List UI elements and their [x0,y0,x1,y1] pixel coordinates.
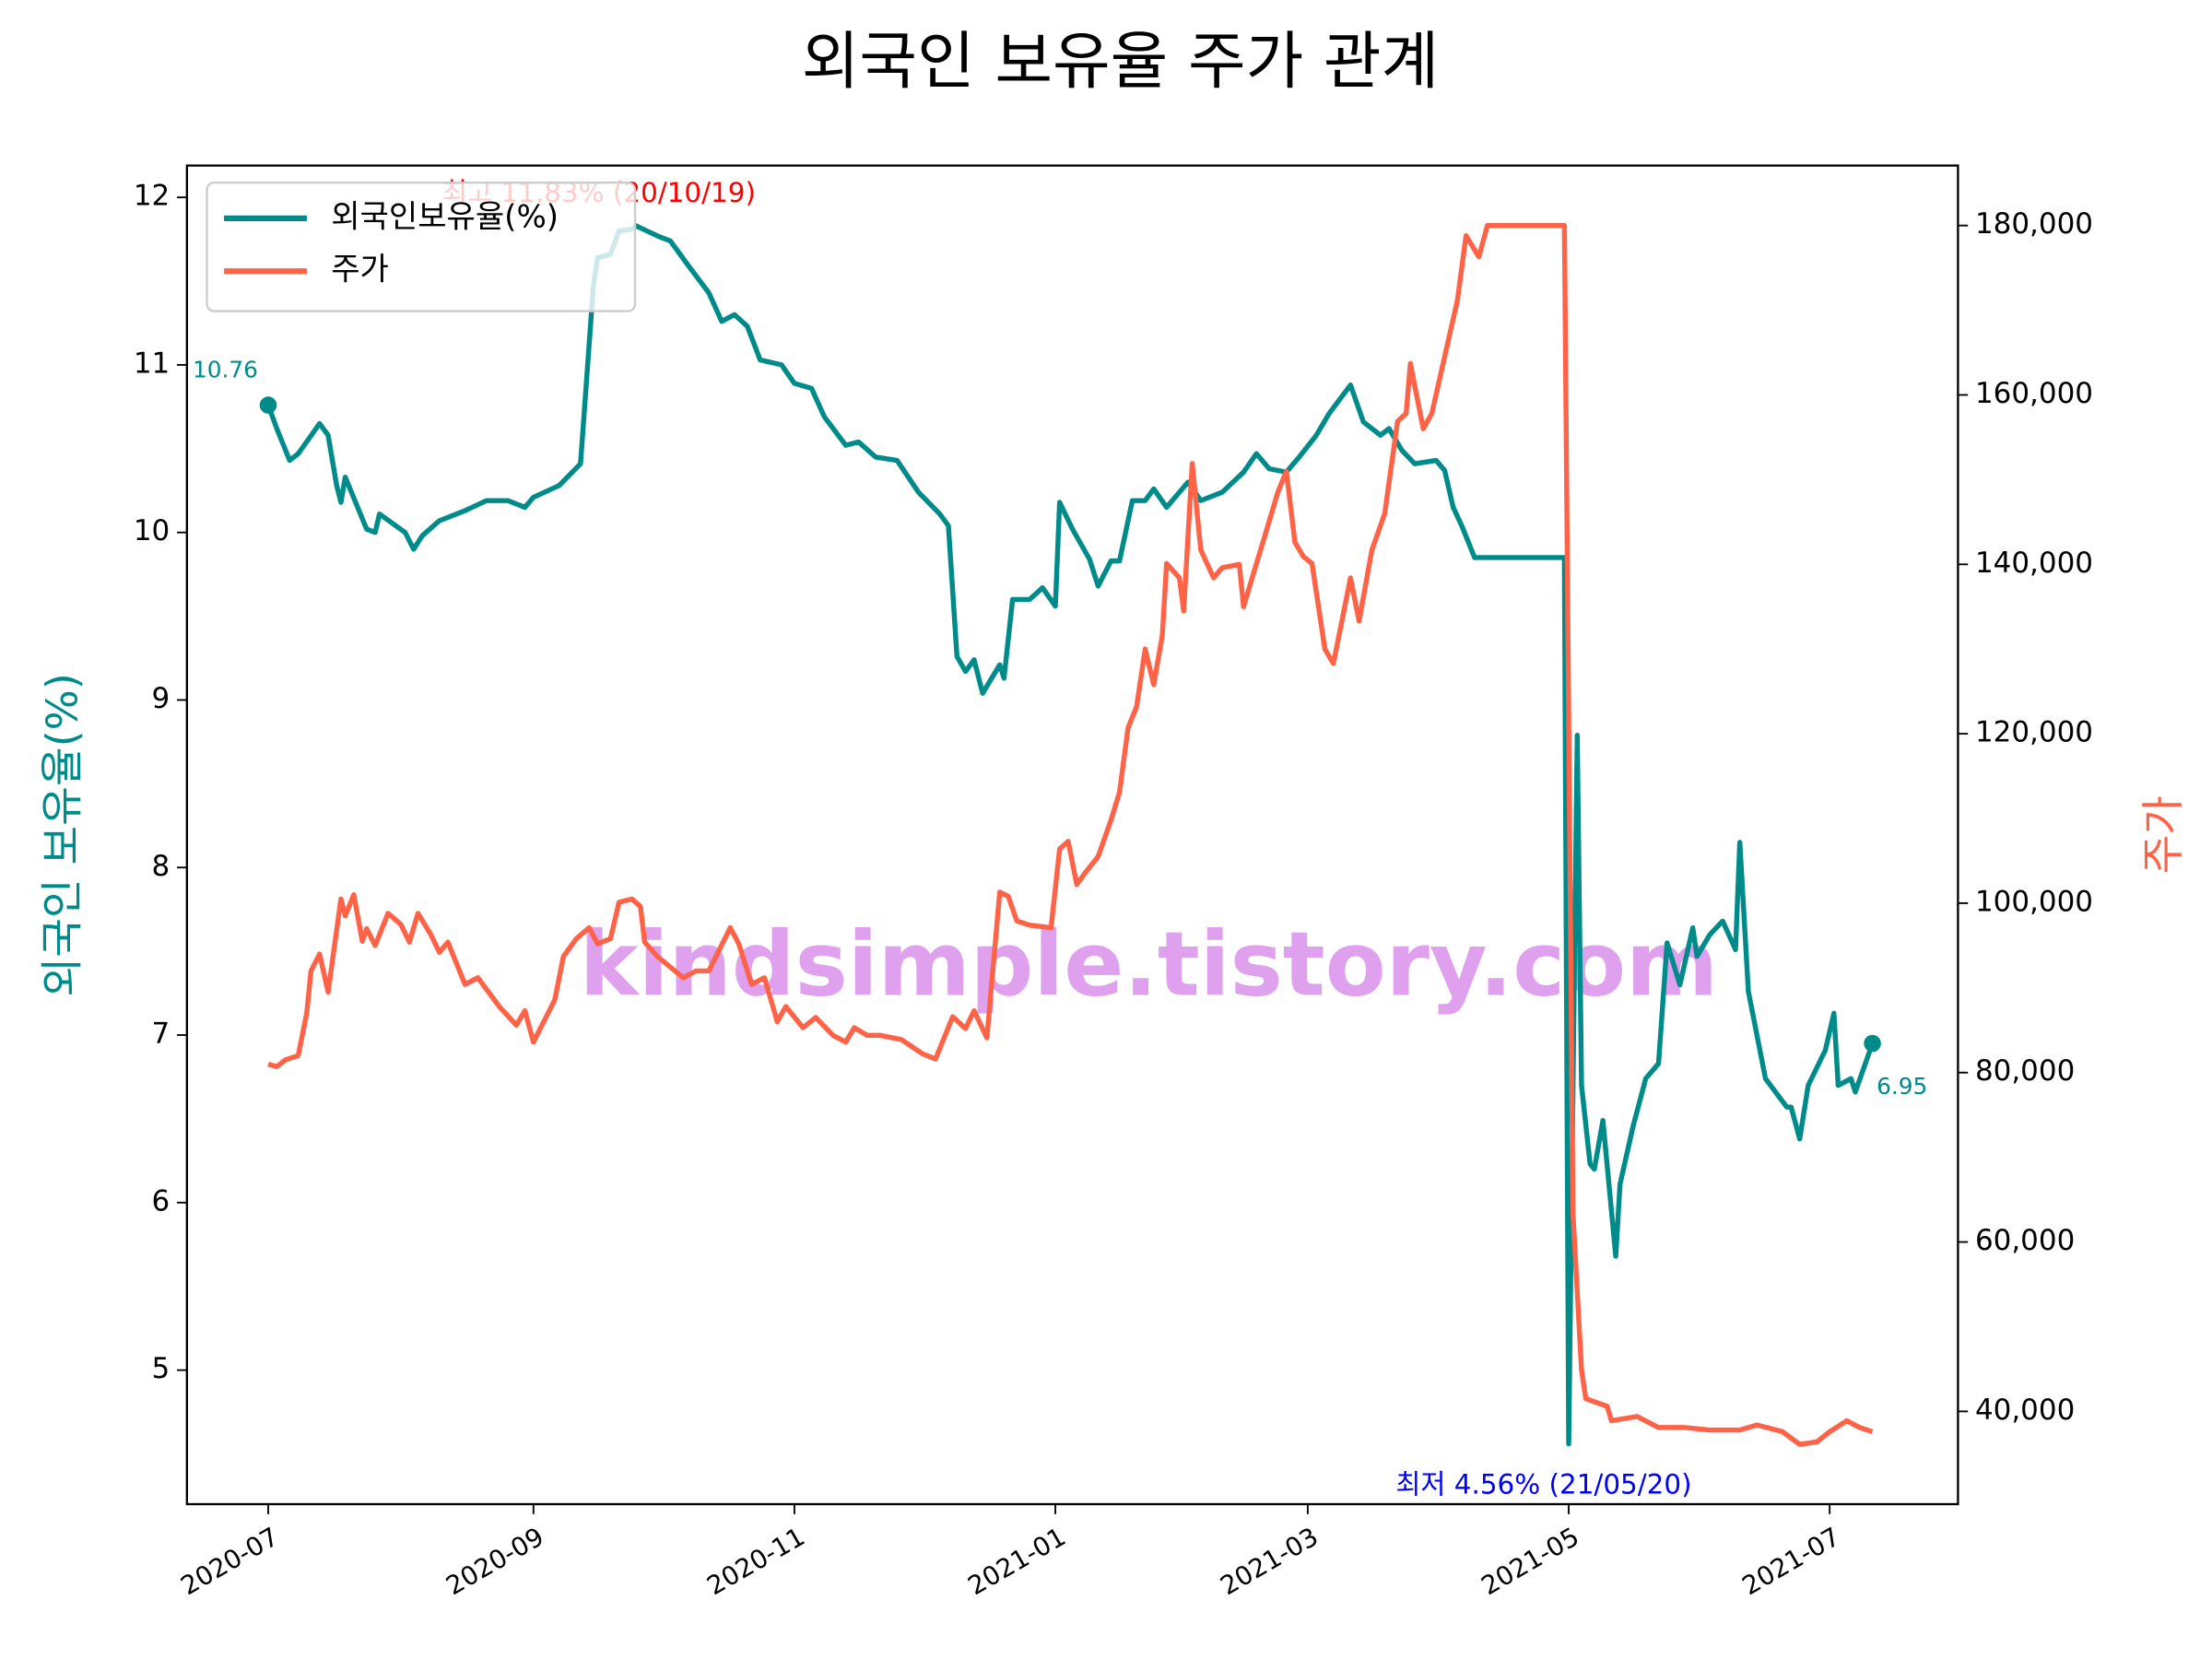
annotation: 10.76 [193,357,258,383]
plot-frame [185,164,1959,1506]
y2-tick-label: 80,000 [1975,1054,2075,1088]
y2-tick-label: 180,000 [1975,207,2093,241]
chart-title: 외국인 보유율 주가 관계 [802,26,1440,99]
y-axis-label: 외국인 보유율(%) [38,673,88,996]
y2-tick-label: 100,000 [1975,885,2093,918]
y2-tick-label: 160,000 [1975,377,2093,410]
y-tick-label: 11 [134,347,170,380]
annotation: 최저 4.56% (21/05/20) [1395,1468,1691,1500]
y-tick-label: 9 [152,682,171,715]
series-line [267,222,1874,1447]
y-tick-label: 5 [152,1352,171,1385]
watermark: kindsimple.tistory.com [580,912,1718,1016]
y2-tick-label: 40,000 [1975,1394,2075,1427]
endpoint-marker [1864,1034,1881,1053]
y2-tick-label: 60,000 [1975,1224,2075,1257]
y2-tick-label: 120,000 [1975,716,2093,749]
y-tick-label: 8 [152,850,171,883]
legend-label: 외국인보유율(%) [331,198,559,235]
endpoint-marker [259,396,277,414]
legend-box [206,182,637,312]
y-tick-label: 6 [152,1184,171,1218]
legend-label: 주가 [331,252,389,288]
y2-axis-label: 주가 [2138,795,2188,874]
annotation: 6.95 [1877,1073,1927,1100]
y-tick-label: 12 [134,180,170,213]
y-tick-label: 10 [134,514,170,547]
series-line [265,223,1876,1447]
y2-tick-label: 140,000 [1975,547,2093,580]
y-tick-label: 7 [152,1018,171,1051]
